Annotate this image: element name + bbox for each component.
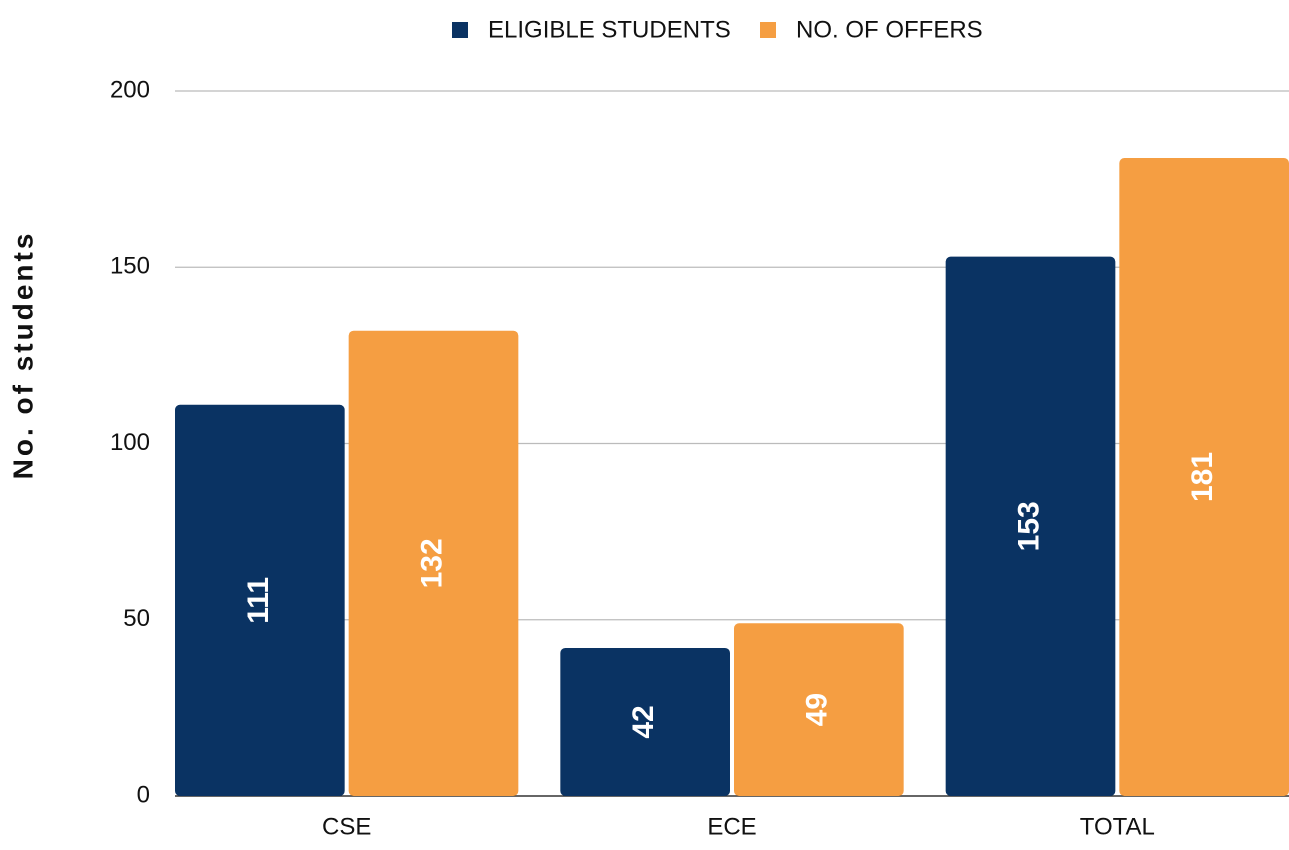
bar	[348, 330, 519, 796]
legend-label: NO. OF OFFERS	[796, 16, 983, 43]
x-tick-label: TOTAL	[1080, 813, 1155, 840]
y-tick-label: 100	[110, 429, 150, 456]
value-label: 49	[801, 693, 834, 726]
legend-swatch	[452, 22, 468, 38]
y-tick-label: 0	[137, 781, 150, 808]
value-label: 181	[1186, 452, 1219, 502]
x-tick-label: ECE	[707, 813, 756, 840]
y-tick-label: 150	[110, 253, 150, 280]
y-tick-label: 50	[123, 605, 150, 632]
value-label: 132	[415, 538, 448, 588]
value-label: 42	[627, 705, 660, 738]
legend-swatch	[760, 22, 776, 38]
x-tick-label: CSE	[322, 813, 371, 840]
y-tick-label: 200	[110, 76, 150, 103]
bar	[175, 404, 345, 796]
value-label: 153	[1012, 501, 1045, 551]
value-label: 111	[242, 577, 275, 624]
bar	[945, 256, 1116, 796]
bar	[734, 623, 904, 796]
legend-label: ELIGIBLE STUDENTS	[488, 16, 731, 43]
y-axis-title: No. of students	[7, 231, 38, 480]
bar	[1119, 157, 1289, 797]
bar	[560, 647, 730, 796]
